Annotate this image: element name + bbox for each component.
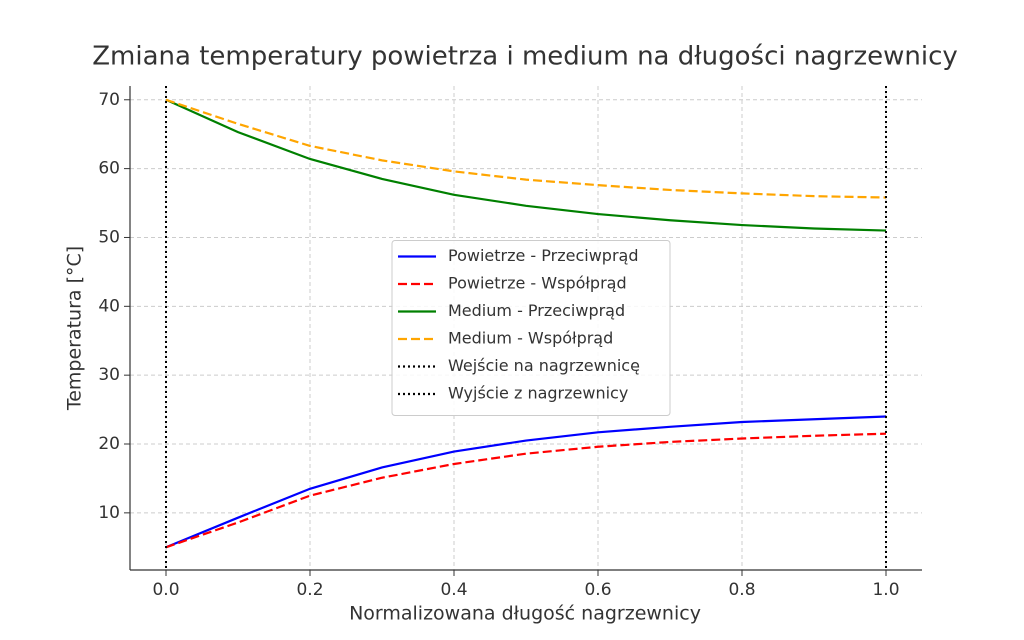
y-tick-label: 60 — [98, 159, 120, 179]
legend-label: Medium - Współprąd — [448, 329, 613, 348]
series-line — [165, 432, 887, 549]
x-tick-label: 0.0 — [152, 580, 179, 600]
y-tick-label: 10 — [98, 503, 120, 523]
legend-label: Powietrze - Współprąd — [448, 274, 627, 293]
series-line — [165, 415, 887, 549]
x-tick-label: 0.6 — [584, 580, 611, 600]
y-tick-label: 70 — [98, 90, 120, 110]
legend-label: Medium - Przeciwprąd — [448, 301, 625, 320]
x-tick-label: 0.2 — [296, 580, 323, 600]
legend-label: Wejście na nagrzewnicę — [448, 356, 640, 375]
series-line — [165, 98, 887, 232]
x-tick-label: 1.0 — [872, 580, 899, 600]
y-tick-label: 30 — [98, 365, 120, 385]
y-axis-label: Temperatura [°C] — [64, 246, 86, 411]
legend-label: Powietrze - Przeciwprąd — [448, 246, 639, 265]
series-line — [165, 98, 887, 199]
y-tick-label: 20 — [98, 434, 120, 454]
x-axis-label: Normalizowana długość nagrzewnicy — [349, 603, 701, 625]
legend: Powietrze - Przeciwprąd Powietrze - Współ… — [391, 240, 671, 416]
x-tick-label: 0.8 — [728, 580, 755, 600]
y-tick-label: 40 — [98, 296, 120, 316]
legend-box — [391, 240, 671, 416]
y-tick-label: 50 — [98, 227, 120, 247]
chart-title: Zmiana temperatury powietrza i medium na… — [92, 42, 958, 72]
legend-label: Wyjście z nagrzewnicy — [448, 384, 628, 403]
x-tick-label: 0.4 — [440, 580, 467, 600]
